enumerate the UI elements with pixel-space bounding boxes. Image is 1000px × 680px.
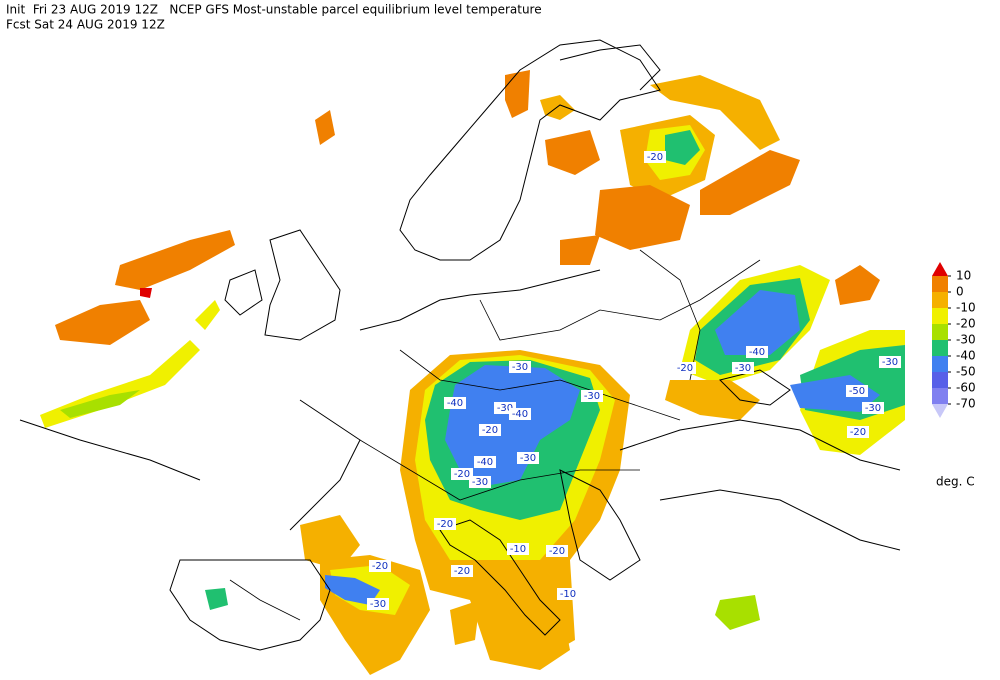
contour-label: -30 (370, 599, 386, 610)
legend-swatch (932, 372, 948, 388)
contour-label: -30 (865, 403, 881, 414)
contour-label: -30 (497, 403, 513, 414)
contour-label-bg (444, 397, 466, 409)
contour-label: -20 (482, 425, 498, 436)
legend-label: -40 (956, 349, 976, 363)
legend-swatch (932, 404, 948, 418)
contour-label: -20 (549, 546, 565, 557)
contour-label: -20 (372, 561, 388, 572)
contour-label-bg (517, 452, 539, 464)
contour-label-bg (434, 518, 456, 530)
contour-label-bg (732, 362, 754, 374)
contour-label: -20 (677, 363, 693, 374)
legend-label: -60 (956, 381, 976, 395)
legend-swatch (932, 340, 948, 356)
legend-label: 0 (956, 285, 964, 299)
contour-label-bg (367, 598, 389, 610)
contour-label-bg (507, 543, 529, 555)
legend-swatch (932, 388, 948, 404)
field (40, 70, 905, 675)
contour-label-bg (369, 560, 391, 572)
contour-label-bg (644, 151, 666, 163)
contour-label: -10 (560, 589, 576, 600)
contour-label-bg (581, 390, 603, 402)
contour-label: -30 (882, 357, 898, 368)
contour-label-bg (479, 424, 501, 436)
legend: 10 0 -10 -20 -30 -40 -50 -60 -70 deg. C (932, 262, 976, 489)
contour-label-bg (746, 346, 768, 358)
contour-label: -10 (510, 544, 526, 555)
contour-label: -20 (647, 152, 663, 163)
contour-label-bg (451, 565, 473, 577)
contour-label: -20 (850, 427, 866, 438)
legend-unit: deg. C (936, 475, 975, 489)
contour-label-bg (847, 426, 869, 438)
contour-labels: -20-40-30 -20 -30-30-50-30-20-40 -30-40-20-… (367, 151, 901, 610)
legend-swatch (932, 292, 948, 308)
legend-label: 10 (956, 269, 971, 283)
contour-label: -20 (437, 519, 453, 530)
contour-label: -30 (472, 477, 488, 488)
contour-label: -40 (512, 409, 528, 420)
contour-label: -20 (454, 469, 470, 480)
coastlines (19, 39, 901, 651)
contour-label: -40 (447, 398, 463, 409)
legend-label: -70 (956, 397, 976, 411)
legend-label: -20 (956, 317, 976, 331)
contour-label-bg (557, 588, 579, 600)
contour-label-bg (451, 468, 473, 480)
header-line: Init Fri 23 AUG 2019 12Z NCEP GFS Most-u… (6, 3, 542, 17)
legend-label: -30 (956, 333, 976, 347)
contour-label-bg (469, 476, 491, 488)
contour-label: -30 (584, 391, 600, 402)
header-line: Fcst Sat 24 AUG 2019 12Z (6, 18, 165, 32)
legend-label: -10 (956, 301, 976, 315)
contour-label-bg (879, 356, 901, 368)
legend-swatch (932, 276, 948, 292)
contour-label-bg (509, 361, 531, 373)
contour-label-bg (674, 362, 696, 374)
legend-swatch (932, 356, 948, 372)
contour-label: -30 (512, 362, 528, 373)
legend-label: -50 (956, 365, 976, 379)
contour-label: -30 (520, 453, 536, 464)
contour-label: -20 (454, 566, 470, 577)
contour-label-bg (509, 408, 531, 420)
contour-label-bg (546, 545, 568, 557)
legend-swatch (932, 262, 948, 276)
legend-swatch (932, 324, 948, 340)
borders (229, 249, 761, 621)
contour-label-bg (862, 402, 884, 414)
contour-label: -30 (735, 363, 751, 374)
contour-label-bg (474, 456, 496, 468)
legend-swatch (932, 308, 948, 324)
contour-label: -40 (477, 457, 493, 468)
contour-label: -50 (849, 386, 865, 397)
contour-label: -40 (749, 347, 765, 358)
contour-label-bg (846, 385, 868, 397)
